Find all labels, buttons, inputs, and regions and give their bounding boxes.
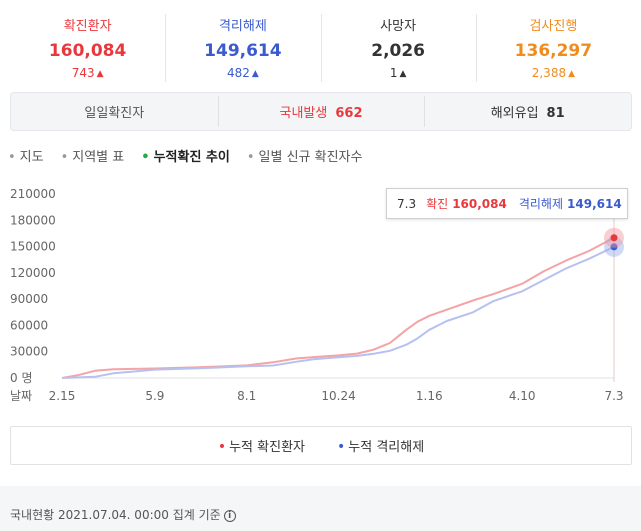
stat-delta-value: 1 <box>389 66 398 80</box>
y-tick-label: 120000 <box>10 266 56 280</box>
y-tick-label: 150000 <box>10 240 56 254</box>
stat-label: 검사진행 <box>529 19 578 34</box>
stat-confirmed: 확진환자 160,084 743 ▲ <box>10 8 165 88</box>
x-tick-label: 2.15 <box>49 389 76 403</box>
footer-text: 국내현황 2021.07.04. 00:00 집계 기준 <box>10 508 221 522</box>
daily-label: 일일확진자 <box>84 106 145 121</box>
up-arrow-icon: ▲ <box>568 69 576 79</box>
chart-legend: • 누적 확진환자 • 누적 격리해제 <box>10 426 632 465</box>
tooltip-released-value: 149,614 <box>567 196 622 211</box>
bullet-icon: • <box>141 150 150 165</box>
x-tick-label: 10.24 <box>321 389 355 403</box>
up-arrow-icon: ▲ <box>96 69 104 79</box>
stat-delta: 743 ▲ <box>10 66 165 80</box>
stat-delta: 2,388 ▲ <box>476 66 631 80</box>
tooltip-confirmed-value: 160,084 <box>452 196 507 211</box>
stat-value: 136,297 <box>514 41 593 61</box>
tab-map[interactable]: • 지도 <box>8 146 44 165</box>
y-tick-label: 60000 <box>10 318 48 332</box>
y-tick-label: 210000 <box>10 187 56 201</box>
domestic-label: 국내발생 <box>279 106 328 121</box>
overseas-value: 81 <box>546 106 565 121</box>
bullet-icon: • <box>60 150 69 165</box>
stat-label: 사망자 <box>380 19 417 34</box>
stat-value: 149,614 <box>204 41 282 61</box>
tab-region-table[interactable]: • 지역별 표 <box>61 146 125 165</box>
x-tick-label: 4.10 <box>509 389 536 403</box>
marker-point-confirmed <box>610 234 618 242</box>
x-tick-label: 8.1 <box>237 389 256 403</box>
series-line-confirmed <box>61 236 615 379</box>
stat-label: 확진환자 <box>63 19 112 34</box>
tab-label: 누적확진 추이 <box>153 150 230 165</box>
stats-summary: 확진환자 160,084 743 ▲ 격리해제 149,614 482 ▲ 사망자 … <box>10 8 631 88</box>
stat-label: 격리해제 <box>218 19 267 34</box>
stat-released: 격리해제 149,614 482 ▲ <box>165 8 320 88</box>
legend-label: 누적 격리해제 <box>348 440 425 455</box>
x-axis-label: 날짜 <box>10 389 32 403</box>
stat-delta: 482 ▲ <box>165 66 320 80</box>
tooltip-date: 7.3 <box>397 196 417 211</box>
legend-label: 누적 확진환자 <box>229 440 305 455</box>
legend-dot-icon: • <box>217 439 227 455</box>
daily-confirmed-box: 일일확진자 국내발생 662 해외유입 81 <box>10 92 632 131</box>
view-tabs: • 지도 • 지역별 표 • 누적확진 추이 • 일별 신규 확진자수 <box>8 146 379 165</box>
stat-value: 160,084 <box>48 41 127 61</box>
stat-value: 2,026 <box>371 41 426 61</box>
info-icon[interactable]: i <box>223 510 236 522</box>
chart-tooltip: 7.3 확진 160,084 격리해제 149,614 <box>386 188 628 219</box>
legend-confirmed[interactable]: • 누적 확진환자 <box>218 436 305 455</box>
tooltip-released-label: 격리해제 <box>518 197 564 211</box>
y-tick-label: 180000 <box>10 213 56 227</box>
y-tick-label: 0 명 <box>10 371 33 385</box>
stat-delta-value: 482 <box>226 66 250 80</box>
y-tick-label: 30000 <box>10 345 48 359</box>
tab-label: 지역별 표 <box>72 150 125 165</box>
daily-domestic: 국내발생 662 <box>217 96 425 127</box>
tab-label: 일별 신규 확진자수 <box>258 150 363 165</box>
x-tick-label: 1.16 <box>416 389 443 403</box>
series-line-released <box>61 245 615 379</box>
tooltip-confirmed-label: 확진 <box>426 197 449 211</box>
legend-dot-icon: • <box>337 439 346 455</box>
tab-daily-new[interactable]: • 일별 신규 확진자수 <box>247 146 363 165</box>
x-tick-label: 7.3 <box>604 389 623 403</box>
up-arrow-icon: ▲ <box>399 69 407 79</box>
bullet-icon: • <box>246 150 255 165</box>
overseas-label: 해외유입 <box>490 106 539 121</box>
up-arrow-icon: ▲ <box>251 69 259 79</box>
stat-deaths: 사망자 2,026 1 ▲ <box>320 8 476 88</box>
y-tick-label: 90000 <box>10 292 48 306</box>
tab-label: 지도 <box>19 150 44 165</box>
tab-cumulative-trend[interactable]: • 누적확진 추이 <box>141 146 230 165</box>
bullet-icon: • <box>8 150 16 165</box>
stat-delta-value: 2,388 <box>531 66 567 80</box>
x-tick-label: 5.9 <box>145 389 164 403</box>
daily-overseas: 해외유입 81 <box>424 96 631 127</box>
stat-delta-value: 743 <box>71 66 95 80</box>
domestic-value: 662 <box>335 106 363 121</box>
stat-testing: 검사진행 136,297 2,388 ▲ <box>475 8 631 88</box>
legend-released[interactable]: • 누적 격리해제 <box>337 436 424 455</box>
marker-point-released <box>610 243 618 251</box>
footer: 국내현황 2021.07.04. 00:00 집계 기준 i <box>0 486 641 531</box>
stat-delta: 1 ▲ <box>321 66 476 80</box>
cumulative-chart[interactable]: 210000 180000 150000 120000 90000 60000 30000 0… <box>0 178 641 408</box>
